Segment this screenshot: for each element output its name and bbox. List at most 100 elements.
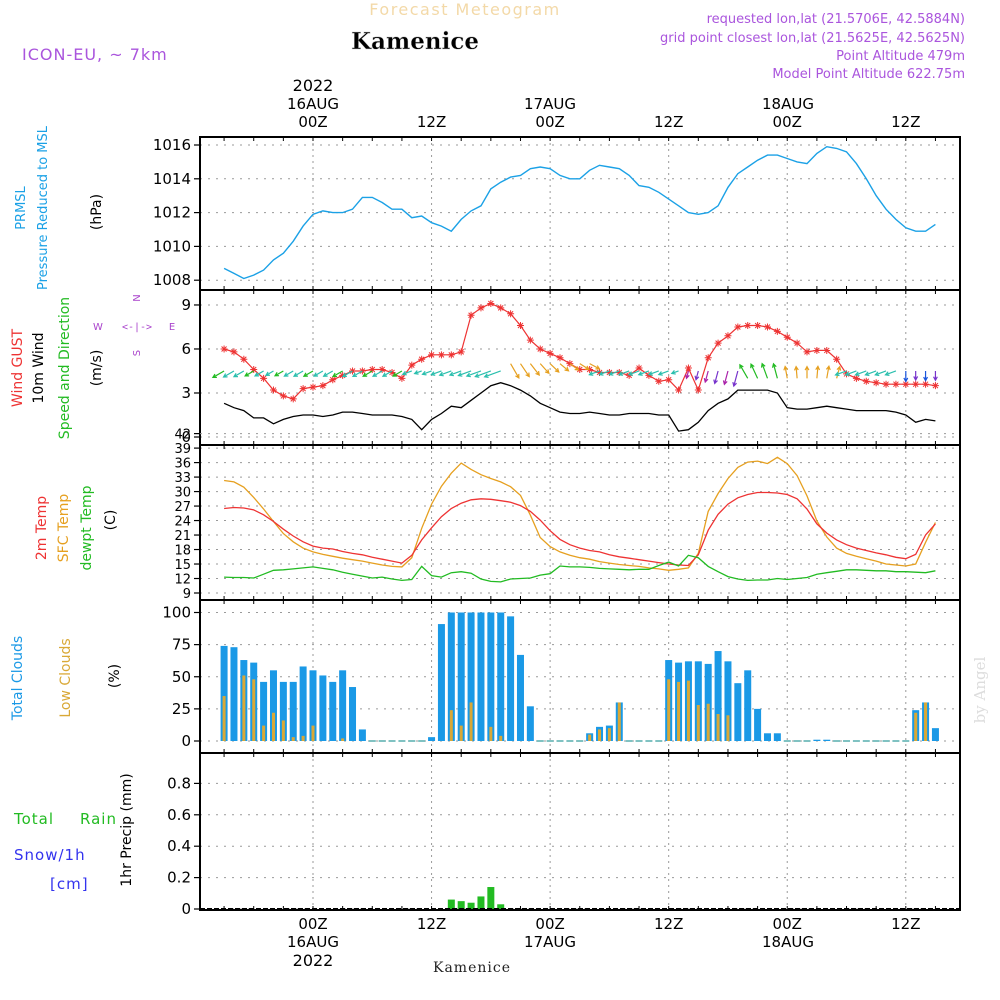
wind-direction-arrow xyxy=(825,364,831,379)
low-cloud-bar xyxy=(301,735,305,741)
precip-label-snow: Snow/1h xyxy=(14,846,86,864)
bottom-day-1: 16AUG xyxy=(287,933,339,951)
wind-direction-arrow xyxy=(923,370,929,382)
pressure-label-prmsl: PRMSL xyxy=(14,185,29,229)
y-tick-label: 1008 xyxy=(153,271,191,289)
gust-point xyxy=(388,368,396,376)
compass-west: W xyxy=(93,322,103,333)
wind-direction-arrow xyxy=(401,370,413,376)
pressure-line xyxy=(223,145,936,280)
gust-point xyxy=(684,364,692,372)
low-cloud-bar xyxy=(489,726,493,741)
wind-label-unit: (m/s) xyxy=(89,350,105,387)
total-cloud-bar xyxy=(507,616,515,741)
gust-point xyxy=(635,364,643,372)
total-cloud-bar xyxy=(437,624,445,741)
top-time-label: 00Z xyxy=(298,113,327,131)
total-cloud-bar xyxy=(230,647,238,741)
wind-direction-arrow xyxy=(253,370,264,377)
gust-point xyxy=(339,371,347,379)
wind-direction-arrow xyxy=(804,365,810,379)
wind-direction-arrow xyxy=(283,370,294,377)
total-cloud-bar xyxy=(289,681,297,741)
low-cloud-bar xyxy=(449,710,453,741)
total-cloud-bar xyxy=(477,612,485,741)
wind-direction-arrow xyxy=(815,365,821,379)
y-tick-label: 33 xyxy=(174,471,191,486)
y-tick-label: 12 xyxy=(174,573,191,588)
panel-frame xyxy=(199,752,961,911)
gust-point xyxy=(872,379,880,387)
total-cloud-bar xyxy=(931,728,939,741)
wind-direction-arrow xyxy=(413,370,422,375)
wind-direction-arrow xyxy=(322,370,334,377)
rain-bar xyxy=(497,904,505,909)
gust-point xyxy=(704,354,712,362)
total-cloud-bar xyxy=(694,661,702,741)
wind-direction-arrow xyxy=(292,370,304,377)
total-cloud-bar xyxy=(704,663,712,741)
low-cloud-bar xyxy=(242,675,246,741)
panel-pressure: 1008 1010 1012 1014 1016 xyxy=(153,136,961,291)
compass-east: E xyxy=(169,322,175,333)
wind-direction-arrow xyxy=(438,370,452,377)
bottom-time-label: 00Z xyxy=(535,915,564,933)
y-tick-label: 24 xyxy=(174,515,191,530)
bottom-time-label: 12Z xyxy=(891,915,920,933)
gust-point xyxy=(418,355,426,363)
gust-point xyxy=(576,366,584,374)
total-cloud-bar xyxy=(457,612,465,741)
y-tick-label: 15 xyxy=(174,558,191,573)
gust-point xyxy=(852,374,860,382)
wind-direction-arrow xyxy=(844,370,857,377)
gust-point xyxy=(931,382,939,390)
total-cloud-bar xyxy=(329,681,337,741)
low-cloud-bar xyxy=(617,702,621,741)
gust-point xyxy=(329,376,337,384)
bottom-time-label: 00Z xyxy=(298,915,327,933)
top-day-2: 17AUG xyxy=(524,95,576,113)
gust-point xyxy=(487,300,495,308)
low-cloud-bar xyxy=(588,734,592,741)
y-tick-label: 18 xyxy=(174,544,191,559)
wind-direction-arrow xyxy=(559,363,570,372)
total-cloud-bar xyxy=(754,708,762,741)
total-cloud-bar xyxy=(260,681,268,741)
low-cloud-bar xyxy=(696,705,700,741)
rain-bar xyxy=(487,887,495,909)
y-tick-label: 9 xyxy=(183,587,191,602)
gust-point xyxy=(763,323,771,331)
low-cloud-bar xyxy=(469,702,473,741)
rain-bar xyxy=(477,896,485,909)
total-cloud-bar xyxy=(823,739,831,741)
pressure-label-unit: (hPa) xyxy=(89,194,105,230)
gust-point xyxy=(437,351,445,359)
wind-direction-arrow xyxy=(588,370,600,376)
gust-point xyxy=(892,380,900,388)
temp-label-2m: 2m Temp xyxy=(34,496,50,560)
precip-label-snow-unit: [cm] xyxy=(50,875,89,893)
total-cloud-bar xyxy=(428,737,436,741)
y-tick-label: 42 xyxy=(174,428,191,443)
top-time-label: 12Z xyxy=(417,113,446,131)
wind-direction-arrow xyxy=(739,363,749,379)
wind-direction-arrow xyxy=(760,362,769,379)
wind-direction-arrow xyxy=(598,370,610,376)
gust-point xyxy=(398,374,406,382)
wind-direction-arrow xyxy=(903,370,909,383)
wind-direction-arrow xyxy=(617,370,630,376)
gust-point xyxy=(477,304,485,312)
wind10m-line xyxy=(223,382,936,432)
y-tick-label: 3 xyxy=(181,384,191,402)
wind-direction-arrow xyxy=(312,370,324,377)
clouds-label-unit: (%) xyxy=(107,664,123,688)
wind-direction-arrow xyxy=(834,370,847,377)
gust-point xyxy=(882,380,890,388)
wind-direction-arrow xyxy=(529,363,540,376)
top-time-label: 12Z xyxy=(891,113,920,131)
gust-point xyxy=(497,304,505,312)
y-tick-label: 0.8 xyxy=(167,774,191,792)
wind-direction-arrow xyxy=(362,370,373,377)
low-cloud-bar xyxy=(667,679,671,741)
